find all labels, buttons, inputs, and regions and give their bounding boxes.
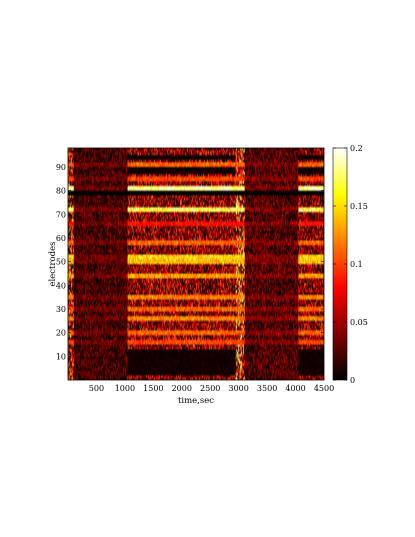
- y-tick-label: 20: [56, 329, 66, 338]
- colorbar-tick: 0.15: [333, 202, 368, 211]
- y-tick: 40: [56, 281, 324, 290]
- x-tick-label: 4500: [314, 384, 334, 393]
- x-tick-label: 3000: [228, 384, 248, 393]
- colorbar-tick: 0.2: [333, 144, 363, 153]
- x-tick-label: 3500: [257, 384, 277, 393]
- colorbar: 0 0.05 0.1 0.15 0.2: [332, 144, 368, 385]
- x-tick-label: 2500: [200, 384, 220, 393]
- x-tick: 1500: [143, 148, 164, 393]
- colorbar-tick-label: 0.1: [350, 260, 363, 269]
- x-tick: 3500: [257, 148, 277, 393]
- x-tick: 3000: [228, 148, 249, 393]
- x-tick-label: 1000: [115, 384, 135, 393]
- y-axis-ticks: 10 20 30 40 50 60 70 80 90: [56, 163, 324, 361]
- x-tick: 4500: [314, 148, 334, 393]
- colorbar-ticks: 0 0.05 0.1 0.15 0.2: [333, 144, 368, 385]
- y-tick: 30: [56, 305, 324, 314]
- y-tick-label: 90: [56, 163, 66, 172]
- y-tick-label: 50: [56, 258, 66, 267]
- heatmap-plot: [67, 147, 325, 381]
- y-tick: 50: [56, 258, 324, 267]
- x-tick: 4000: [285, 148, 306, 393]
- x-tick-label: 2000: [172, 384, 192, 393]
- heatmap-cells: [68, 148, 324, 380]
- colorbar-tick: 0.1: [333, 260, 363, 269]
- x-tick: 2000: [172, 148, 192, 393]
- y-tick-label: 30: [56, 305, 66, 314]
- colorbar-tick-label: 0.15: [350, 202, 368, 211]
- x-axis-label: time,sec: [178, 396, 214, 406]
- x-tick-label: 500: [89, 384, 104, 393]
- y-tick-label: 70: [56, 210, 66, 219]
- y-tick: 80: [56, 187, 324, 196]
- colorbar-tick-label: 0.2: [350, 144, 363, 153]
- x-tick-label: 4000: [285, 384, 305, 393]
- x-tick: 500: [89, 148, 104, 393]
- y-axis-label: electrodes: [48, 242, 58, 287]
- y-tick: 60: [56, 234, 324, 243]
- y-tick-label: 60: [56, 234, 66, 243]
- y-tick-label: 40: [56, 281, 66, 290]
- plot-frame: [67, 147, 325, 381]
- y-tick: 10: [56, 352, 324, 361]
- y-tick: 90: [56, 163, 324, 172]
- y-tick-label: 80: [56, 187, 66, 196]
- x-tick-label: 1500: [143, 384, 163, 393]
- colorbar-tick-label: 0.05: [350, 318, 368, 327]
- colorbar-tick: 0: [333, 376, 355, 385]
- x-axis-ticks: 500 1000 1500 2000 2500 3000 3500 4000 4500: [89, 148, 334, 393]
- x-tick: 1000: [115, 148, 135, 393]
- y-tick: 70: [56, 210, 324, 219]
- x-tick: 2500: [200, 148, 220, 393]
- y-tick: 20: [56, 329, 324, 338]
- colorbar-tick: 0.05: [333, 318, 368, 327]
- colorbar-tick-label: 0: [350, 376, 355, 385]
- y-tick-label: 10: [56, 352, 66, 361]
